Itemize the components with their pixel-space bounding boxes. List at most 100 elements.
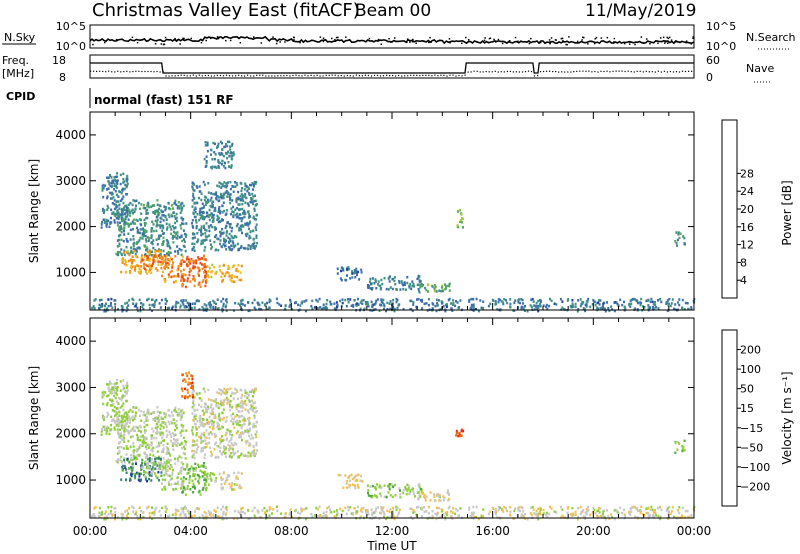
heatmap-cell <box>497 506 500 509</box>
heatmap-cell <box>163 474 166 477</box>
heatmap-cell <box>160 255 163 259</box>
heatmap-cell <box>202 206 205 210</box>
heatmap-cell <box>121 394 124 397</box>
heatmap-cell <box>100 433 103 436</box>
heatmap-cell <box>579 505 582 509</box>
heatmap-cell <box>141 441 144 444</box>
heatmap-cell <box>435 309 438 313</box>
heatmap-cell <box>209 477 212 480</box>
heatmap-cell <box>455 300 457 303</box>
heatmap-cell <box>186 277 189 280</box>
heatmap-cell <box>396 506 399 510</box>
heatmap-cell <box>374 494 376 497</box>
heatmap-cell <box>228 275 231 278</box>
heatmap-cell <box>152 454 155 457</box>
heatmap-cell <box>537 309 540 313</box>
heatmap-cell <box>156 425 159 429</box>
heatmap-cell <box>137 264 139 268</box>
heatmap-cell <box>241 303 244 306</box>
heatmap-cell <box>181 426 184 429</box>
heatmap-cell <box>198 465 201 468</box>
heatmap-cell <box>125 445 128 448</box>
heatmap-cell <box>167 451 170 455</box>
heatmap-cell <box>198 185 201 188</box>
heatmap-cell <box>120 420 123 424</box>
heatmap-cell <box>165 265 168 268</box>
heatmap-cell <box>561 306 564 309</box>
heatmap-cell <box>611 308 614 311</box>
heatmap-cell <box>256 449 259 452</box>
heatmap-cell <box>233 275 236 278</box>
heatmap-cell <box>109 173 111 177</box>
heatmap-cell <box>392 485 395 489</box>
heatmap-cell <box>537 507 540 511</box>
heatmap-cell <box>106 429 109 433</box>
heatmap-cell <box>142 465 145 469</box>
heatmap-cell <box>244 399 247 403</box>
heatmap-cell <box>472 517 475 520</box>
heatmap-cell <box>193 306 196 309</box>
heatmap-cell <box>243 195 246 198</box>
heatmap-cell <box>223 416 225 420</box>
heatmap-cell <box>213 266 216 269</box>
heatmap-cell <box>416 506 418 509</box>
heatmap-cell <box>348 485 351 489</box>
heatmap-cell <box>125 179 128 183</box>
heatmap-cell <box>120 253 123 257</box>
heatmap-cell <box>143 218 146 222</box>
heatmap-cell <box>241 511 244 514</box>
heatmap-cell <box>192 467 195 470</box>
heatmap-cell <box>143 425 146 429</box>
heatmap-cell <box>198 507 200 511</box>
heatmap-cell <box>417 484 420 487</box>
heatmap-cell <box>386 308 389 311</box>
heatmap-cell <box>387 491 390 494</box>
heatmap-cell <box>219 209 222 213</box>
heatmap-cell <box>168 474 171 478</box>
heatmap-cell <box>239 227 242 230</box>
heatmap-cell <box>107 298 110 301</box>
heatmap-cell <box>158 248 160 251</box>
heatmap-cell <box>371 288 373 291</box>
heatmap-cell <box>447 284 450 288</box>
heatmap-cell <box>202 211 204 215</box>
heatmap-cell <box>159 260 162 264</box>
heatmap-cell <box>387 277 390 280</box>
heatmap-cell <box>134 269 137 272</box>
heatmap-cell <box>268 514 271 517</box>
heatmap-cell <box>231 240 234 243</box>
heatmap-cell <box>417 505 420 509</box>
heatmap-cell <box>350 473 353 477</box>
heatmap-cell <box>126 381 129 385</box>
heatmap-cell <box>215 302 217 306</box>
heatmap-cell <box>126 222 129 226</box>
heatmap-cell <box>186 487 189 490</box>
heatmap-cell <box>672 515 675 519</box>
heatmap-cell <box>125 306 128 309</box>
heatmap-cell <box>118 441 120 445</box>
heatmap-cell <box>584 303 587 307</box>
heatmap-cell <box>211 409 214 412</box>
heatmap-cell <box>177 472 180 475</box>
heatmap-cell <box>225 432 228 435</box>
heatmap-cell <box>579 512 582 516</box>
heatmap-cell <box>216 391 219 394</box>
heatmap-cell <box>180 434 183 437</box>
heatmap-cell <box>209 421 212 424</box>
heatmap-cell <box>437 507 440 510</box>
heatmap-cell <box>137 201 140 205</box>
heatmap-cell <box>221 309 224 313</box>
heatmap-cell <box>539 512 542 516</box>
heatmap-cell <box>214 165 217 169</box>
heatmap-cell <box>146 202 149 206</box>
heatmap-cell <box>683 242 686 246</box>
heatmap-cell <box>203 249 206 252</box>
heatmap-cell <box>101 189 104 192</box>
heatmap-cell <box>324 306 327 310</box>
heatmap-cell <box>204 203 207 206</box>
heatmap-cell <box>91 514 94 518</box>
heatmap-cell <box>238 216 241 220</box>
heatmap-cell <box>198 397 201 400</box>
heatmap-cell <box>389 515 392 519</box>
